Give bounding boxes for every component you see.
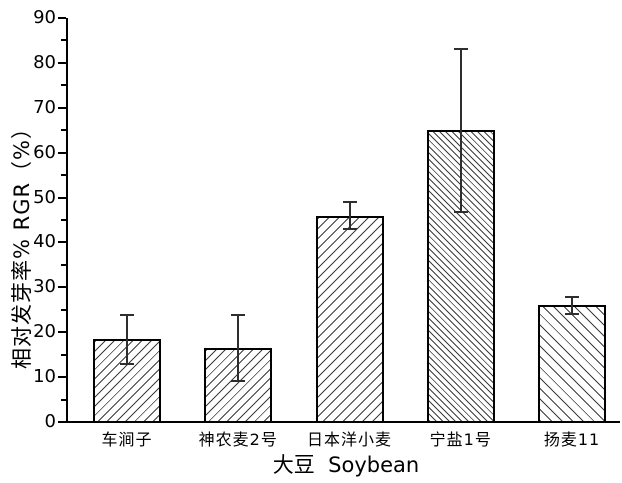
y-tick-label: 90 (33, 7, 56, 28)
y-major-tick (58, 106, 66, 109)
error-cap-bottom (120, 363, 134, 366)
y-major-tick (58, 286, 66, 289)
x-category-label: 宁盐1号 (429, 430, 492, 449)
error-cap-top (565, 295, 579, 298)
error-cap-bottom (453, 210, 468, 213)
y-tick-label: 40 (33, 231, 56, 253)
bar-扬麦11 (538, 305, 606, 423)
x-axis-title: 大豆 Soybean (272, 453, 420, 477)
y-major-tick (58, 331, 66, 334)
y-axis-line (66, 18, 68, 423)
y-tick-label: 70 (33, 96, 56, 118)
error-cap-top (342, 201, 357, 204)
y-major-tick (58, 196, 66, 199)
y-minor-tick (61, 174, 66, 177)
y-minor-tick (61, 308, 66, 311)
bar-日本洋小麦 (315, 215, 384, 423)
y-major-tick (58, 61, 66, 64)
y-tick-label: 0 (44, 411, 56, 432)
error-cap-bottom (342, 227, 357, 230)
error-cap-top (453, 47, 468, 50)
y-major-tick (58, 421, 66, 423)
x-category-label: 神农麦2号 (198, 430, 278, 449)
y-minor-tick (61, 219, 66, 221)
x-category-label: 日本洋小麦 (306, 430, 392, 449)
y-minor-tick (61, 353, 66, 356)
y-minor-tick (61, 84, 66, 87)
x-category-label: 车涧子 (101, 430, 153, 449)
y-major-tick (58, 376, 66, 379)
error-cap-bottom (565, 312, 579, 315)
y-minor-tick (61, 129, 66, 132)
error-bar-神农麦2号 (237, 315, 240, 381)
y-major-tick (58, 17, 66, 19)
error-bar-扬麦11 (571, 296, 573, 314)
error-cap-top (231, 314, 246, 317)
y-tick-label: 20 (33, 321, 56, 343)
y-major-tick (58, 151, 66, 154)
y-tick-label: 60 (33, 141, 56, 163)
error-bar-车涧子 (126, 314, 128, 365)
x-category-label: 扬麦11 (543, 430, 601, 449)
y-major-tick (58, 241, 66, 244)
error-cap-top (120, 313, 134, 316)
y-minor-tick (61, 263, 66, 266)
y-minor-tick (61, 398, 66, 401)
error-bar-宁盐1号 (459, 48, 462, 212)
y-tick-label: 80 (33, 51, 56, 73)
error-bar-日本洋小麦 (348, 202, 351, 229)
error-cap-bottom (231, 379, 246, 382)
y-tick-label: 50 (33, 186, 56, 208)
y-tick-label: 30 (33, 276, 56, 298)
y-tick-label: 10 (33, 366, 56, 388)
y-minor-tick (61, 39, 66, 42)
